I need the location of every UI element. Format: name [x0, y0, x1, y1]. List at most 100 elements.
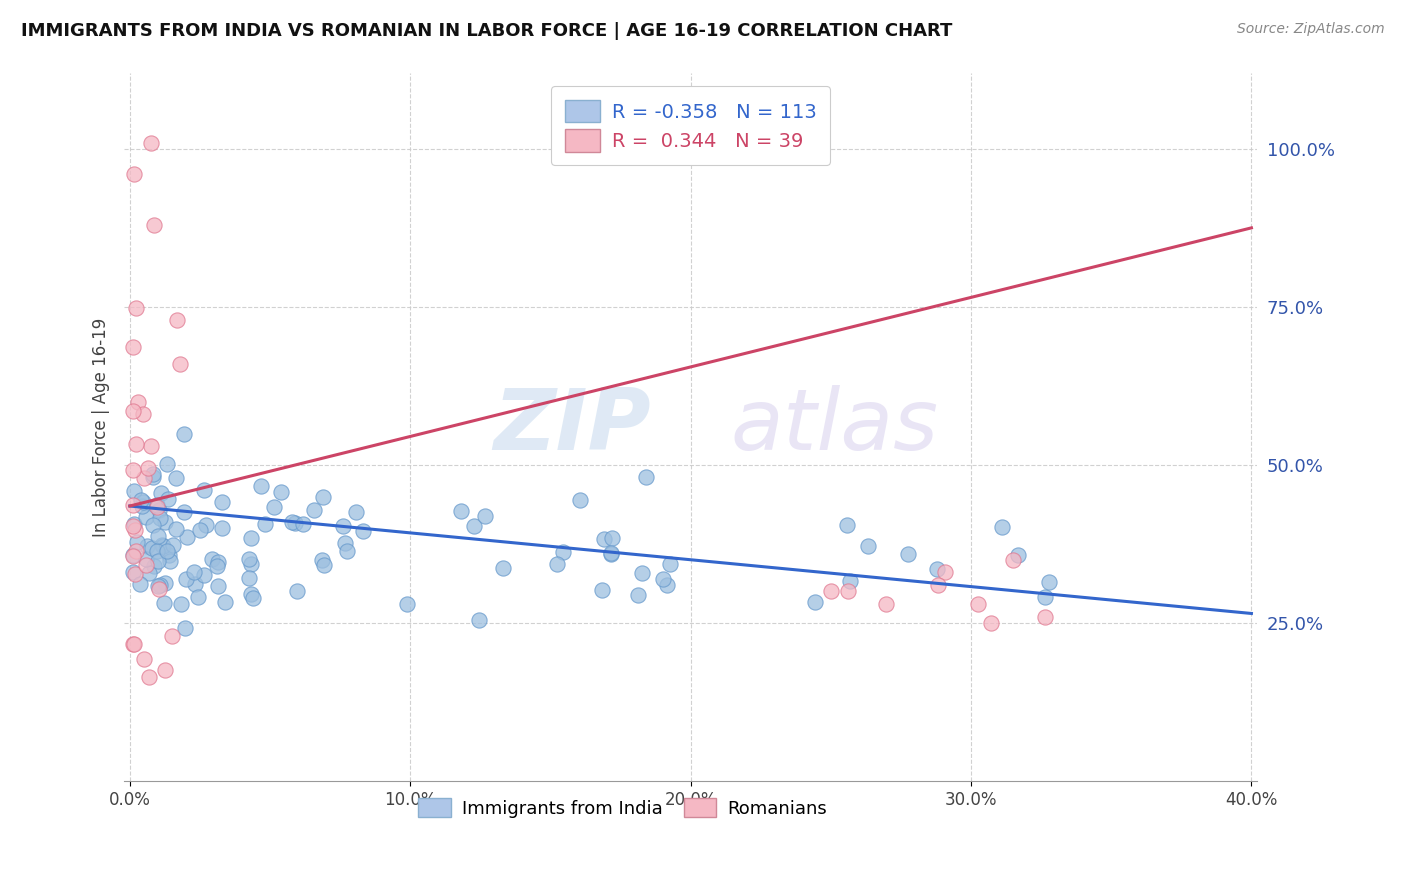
Point — [121, 519, 143, 533]
Point — [146, 529, 169, 543]
Point — [239, 531, 262, 545]
Point — [169, 597, 191, 611]
Point — [253, 517, 276, 532]
Point — [205, 558, 228, 573]
Point — [592, 532, 614, 546]
Point — [934, 566, 956, 580]
Text: ZIP: ZIP — [494, 385, 651, 468]
Point — [135, 552, 157, 566]
Point — [176, 530, 198, 544]
Point — [803, 595, 825, 609]
Point — [311, 552, 333, 566]
Point — [122, 167, 145, 181]
Point — [162, 538, 184, 552]
Point — [149, 577, 172, 591]
Point — [131, 492, 153, 507]
Point — [837, 584, 859, 599]
Point — [153, 596, 176, 610]
Point — [138, 566, 160, 580]
Point — [314, 558, 336, 573]
Point — [143, 558, 166, 573]
Point — [122, 517, 145, 532]
Point — [141, 541, 163, 556]
Point — [153, 576, 176, 591]
Point — [207, 556, 229, 570]
Point — [146, 500, 169, 514]
Point — [145, 544, 167, 558]
Point — [352, 524, 374, 538]
Point — [121, 404, 143, 418]
Point — [131, 500, 153, 514]
Point — [967, 597, 990, 611]
Point — [143, 218, 166, 232]
Point — [600, 531, 623, 545]
Point — [1033, 590, 1056, 604]
Point — [146, 498, 169, 512]
Point — [238, 551, 260, 566]
Point — [132, 652, 155, 666]
Point — [263, 500, 285, 514]
Point — [211, 521, 233, 535]
Point — [655, 578, 678, 592]
Point — [139, 136, 162, 150]
Point — [820, 584, 842, 599]
Point — [187, 590, 209, 604]
Point — [148, 502, 170, 516]
Point — [146, 553, 169, 567]
Point — [193, 568, 215, 582]
Point — [125, 544, 148, 558]
Point — [636, 470, 658, 484]
Point — [193, 483, 215, 497]
Point — [153, 663, 176, 677]
Point — [124, 523, 146, 537]
Point — [1038, 574, 1060, 589]
Point — [139, 439, 162, 453]
Point — [159, 553, 181, 567]
Point — [991, 520, 1014, 534]
Point — [211, 495, 233, 509]
Point — [875, 597, 897, 611]
Point — [122, 483, 145, 498]
Point — [142, 517, 165, 532]
Point — [468, 613, 491, 627]
Point — [897, 547, 920, 561]
Point — [835, 517, 858, 532]
Point — [188, 523, 211, 537]
Point — [122, 549, 145, 563]
Point — [450, 504, 472, 518]
Point — [157, 492, 180, 507]
Text: atlas: atlas — [730, 385, 938, 468]
Point — [207, 579, 229, 593]
Point — [142, 467, 165, 481]
Point — [153, 515, 176, 529]
Point — [214, 595, 236, 609]
Point — [122, 548, 145, 562]
Point — [135, 558, 157, 572]
Point — [463, 519, 485, 533]
Point — [138, 669, 160, 683]
Point — [132, 408, 155, 422]
Point — [148, 582, 170, 596]
Point — [285, 584, 308, 599]
Point — [121, 340, 143, 354]
Point — [121, 463, 143, 477]
Point — [344, 505, 367, 519]
Point — [150, 538, 173, 552]
Point — [658, 557, 681, 571]
Point — [142, 470, 165, 484]
Point — [395, 597, 418, 611]
Point — [195, 517, 218, 532]
Point — [128, 576, 150, 591]
Point — [1033, 609, 1056, 624]
Point — [839, 574, 862, 588]
Point — [160, 629, 183, 643]
Point — [336, 544, 359, 558]
Point — [242, 591, 264, 606]
Point — [474, 508, 496, 523]
Legend: Immigrants from India, Romanians: Immigrants from India, Romanians — [411, 791, 834, 825]
Point — [149, 486, 172, 500]
Point — [146, 579, 169, 593]
Point — [125, 535, 148, 549]
Text: IMMIGRANTS FROM INDIA VS ROMANIAN IN LABOR FORCE | AGE 16-19 CORRELATION CHART: IMMIGRANTS FROM INDIA VS ROMANIAN IN LAB… — [21, 22, 952, 40]
Point — [1002, 553, 1025, 567]
